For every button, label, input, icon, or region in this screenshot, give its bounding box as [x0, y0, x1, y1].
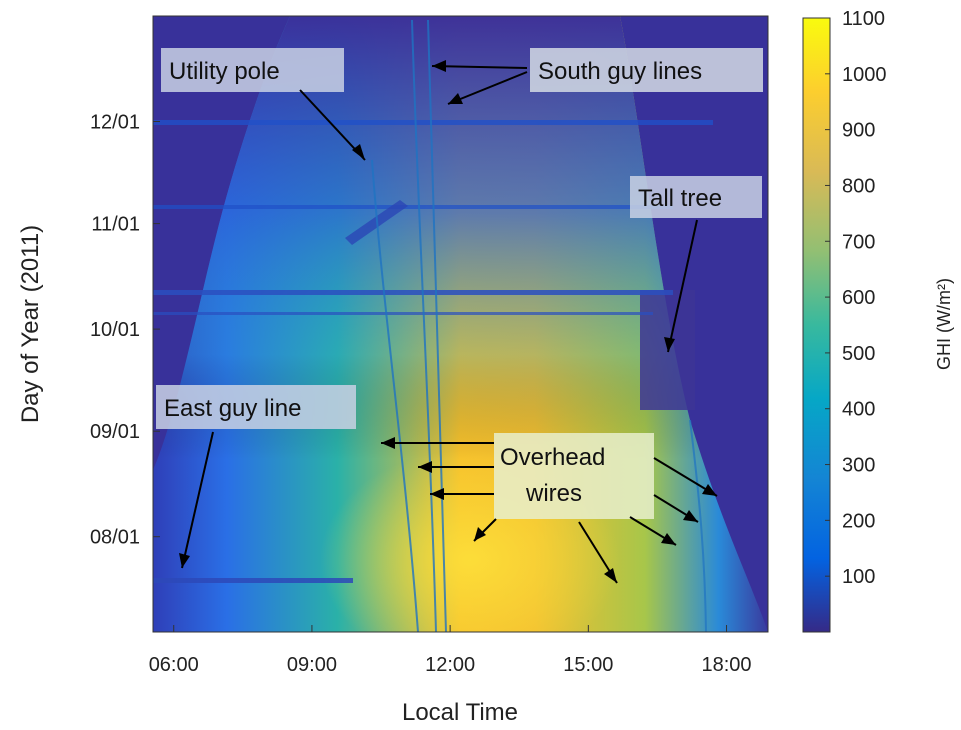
- colorbar-tick-label: 900: [842, 120, 875, 142]
- label-box-utility-pole: [161, 48, 344, 92]
- label-box-south-guy-lines: [530, 48, 763, 92]
- colorbar-tick-label: 1100: [842, 8, 885, 30]
- y-axis-label: Day of Year (2011): [17, 225, 44, 423]
- overhead-wire-shadow: [371, 159, 419, 632]
- x-tick-label: 06:00: [149, 654, 199, 676]
- annotation-south-guy-lines: South guy lines: [538, 58, 702, 85]
- cloud-band: [153, 578, 353, 583]
- colorbar-tick-label: 600: [842, 287, 875, 309]
- arrowhead: [432, 60, 446, 72]
- arrowhead: [604, 568, 617, 583]
- annotation-overhead-wires-line-1: Overhead: [500, 444, 605, 471]
- colorbar-tick-label: 1000: [842, 64, 887, 86]
- annotation-overhead-wires-line-2: wires: [525, 480, 582, 507]
- arrow-south-guy-1: [431, 65, 528, 69]
- x-axis-label: Local Time: [402, 699, 518, 726]
- x-tick-label: 15:00: [563, 654, 613, 676]
- label-box-overhead-wires: [494, 433, 654, 519]
- cloud-band: [153, 290, 673, 295]
- colorbar: [802, 17, 831, 633]
- y-tick-label: 11/01: [91, 214, 140, 236]
- annotation-east-guy-line: East guy line: [164, 395, 301, 422]
- annotations: [156, 48, 763, 584]
- x-tick-label: 18:00: [702, 654, 752, 676]
- colorbar-tick-label: 800: [842, 175, 875, 197]
- overhead-wire-shadow: [427, 19, 447, 632]
- colorbar-tick-label: 500: [842, 343, 875, 365]
- plot-frame: [152, 15, 769, 633]
- colorbar-tick-label: 300: [842, 455, 875, 477]
- colorbar-ticks: 100 200 300 400 500 600 700 800 900 1000 1100: [825, 8, 887, 588]
- arrowhead: [179, 553, 190, 568]
- arrowhead: [381, 437, 395, 449]
- cloud-band: [153, 312, 653, 315]
- arrow-utility-pole: [299, 89, 366, 161]
- x-tick-label: 09:00: [287, 654, 337, 676]
- colorbar-tick-label: 100: [842, 566, 875, 588]
- y-tick-label: 12/01: [90, 112, 140, 134]
- arrow-south-guy-2: [447, 71, 528, 105]
- x-tick-label: 12:00: [425, 654, 475, 676]
- label-box-east-guy-line: [156, 385, 356, 429]
- y-tick-label: 10/01: [90, 319, 140, 341]
- overhead-wire-shadow: [689, 419, 707, 632]
- x-axis: 06:00 09:00 12:00 15:00 18:00: [149, 625, 752, 676]
- label-box-tall-tree: [630, 176, 762, 218]
- arrowhead: [661, 533, 676, 545]
- arrowhead: [474, 527, 486, 541]
- arrowhead: [683, 510, 698, 522]
- arrowhead: [418, 461, 432, 473]
- annotation-tall-tree: Tall tree: [638, 185, 722, 212]
- arrow-east-guy: [181, 431, 214, 569]
- heatmap-image: [153, 16, 768, 632]
- cloud-band: [153, 120, 713, 125]
- y-tick-label: 08/01: [90, 527, 140, 549]
- overhead-wire-shadow: [411, 19, 437, 632]
- annotation-labels: Utility pole South guy lines Tall tree E…: [164, 58, 722, 507]
- arrowhead: [430, 488, 444, 500]
- arrowhead: [448, 93, 463, 104]
- arrowhead: [352, 144, 365, 160]
- y-tick-label: 09/01: [90, 421, 140, 443]
- arrowhead: [702, 484, 717, 496]
- colorbar-tick-label: 700: [842, 231, 875, 253]
- y-axis: 12/01 11/01 10/01 09/01 08/01: [90, 112, 160, 549]
- colorbar-tick-label: 200: [842, 510, 875, 532]
- arrow-tall-tree: [667, 219, 698, 353]
- colorbar-tick-label: 400: [842, 399, 875, 421]
- colorbar-label: GHI (W/m²): [934, 278, 954, 370]
- arrowhead: [664, 337, 675, 352]
- annotation-overhead-wires: Overhead wires: [500, 444, 612, 507]
- annotation-utility-pole: Utility pole: [169, 58, 280, 85]
- cloud-band: [153, 205, 673, 209]
